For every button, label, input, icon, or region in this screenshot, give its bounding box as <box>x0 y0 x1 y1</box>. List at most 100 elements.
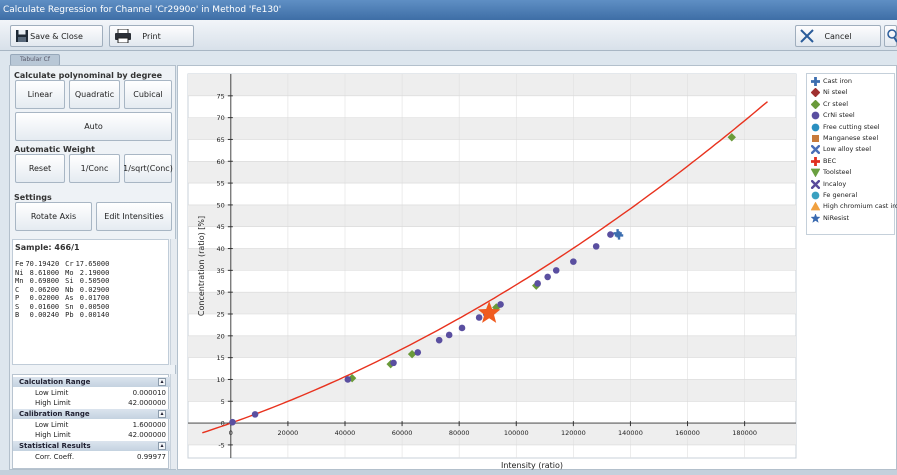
data-point <box>435 336 443 344</box>
calc-low-row[interactable]: Low Limit 0.000010 <box>13 388 170 398</box>
sample-element: As <box>65 294 74 302</box>
legend-marker <box>811 111 820 120</box>
save-close-button[interactable]: Save & Close <box>10 25 103 47</box>
calc-range-header[interactable]: Calculation Range ▴ <box>13 377 170 387</box>
y-tick-label: 40 <box>217 245 225 253</box>
cubical-button[interactable]: Cubical <box>124 80 172 109</box>
data-point <box>592 243 600 250</box>
grid-band <box>188 248 796 271</box>
legend-marker-icon <box>811 213 820 223</box>
grid-band <box>188 423 796 445</box>
quadratic-button[interactable]: Quadratic <box>69 80 120 109</box>
sample-value: 0.00140 <box>79 311 110 319</box>
grid-band <box>188 117 796 140</box>
collapse-icon[interactable]: ▴ <box>158 378 166 386</box>
legend-marker-icon <box>811 179 820 189</box>
data-point <box>414 349 422 356</box>
sample-value: 2.19000 <box>79 268 110 277</box>
legend-marker <box>811 202 820 211</box>
grid-band <box>188 204 796 227</box>
legend-marker-icon <box>811 156 820 166</box>
legend-marker <box>811 213 820 223</box>
rotate-axis-button[interactable]: Rotate Axis <box>15 202 92 231</box>
legend-marker <box>811 168 820 178</box>
calib-high-label: High Limit <box>35 431 71 439</box>
y-axis-label: Concentration (ratio) [%] <box>197 216 206 316</box>
sample-value: 0.00500 <box>79 302 110 311</box>
legend-marker-icon <box>811 111 820 120</box>
x-tick-label: 80000 <box>449 429 470 437</box>
regression-chart[interactable]: 0 20000 40000 60000 80000 100000 120000 140000 1… <box>178 66 897 471</box>
sample-value: 0.02000 <box>29 294 60 302</box>
regression-plot: 0 20000 40000 60000 80000 100000 120000 140000 1… <box>177 65 897 470</box>
calc-range-label: Calculation Range <box>19 378 91 386</box>
cancel-button[interactable]: Cancel <box>795 25 881 47</box>
print-button[interactable]: Print <box>109 25 194 47</box>
calib-range-header[interactable]: Calibration Range ▴ <box>13 409 170 419</box>
sample-scrollbar[interactable] <box>170 239 177 365</box>
one-conc-button[interactable]: 1/Conc <box>69 154 120 183</box>
calc-high-row[interactable]: High Limit 42.000000 <box>13 398 170 408</box>
data-point <box>390 359 397 367</box>
data-point <box>251 411 259 418</box>
y-tick-label: 60 <box>217 158 225 166</box>
x-tick-label: 20000 <box>278 429 299 437</box>
corr-coeff-row[interactable]: Corr. Coeff. 0.99977 <box>13 452 170 462</box>
calib-low-row[interactable]: Low Limit 1.600000 <box>13 420 170 430</box>
toolbar: Save & Close Print Cancel <box>0 20 897 51</box>
sample-value: 0.01600 <box>29 302 60 311</box>
y-tick-label: 25 <box>217 311 225 319</box>
y-tick-label: 70 <box>217 114 225 122</box>
y-tick-label: 15 <box>217 354 225 362</box>
sample-value: 0.02900 <box>79 285 110 294</box>
window-title: Calculate Regression for Channel 'Cr2990… <box>0 0 897 20</box>
grid-band <box>188 74 796 96</box>
sample-row: S 0.01600 Sn 0.00500 <box>15 303 115 312</box>
sample-element: S <box>15 302 20 311</box>
calib-high-value[interactable]: 42.000000 <box>128 431 166 439</box>
sample-title: Sample: 466/1 <box>15 243 80 252</box>
grid-band <box>188 292 796 314</box>
reset-button[interactable]: Reset <box>15 154 65 183</box>
x-tick-label: 180000 <box>732 429 757 437</box>
collapse-icon[interactable]: ▴ <box>158 442 166 450</box>
calib-high-row[interactable]: High Limit 42.000000 <box>13 430 170 440</box>
y-tick-label: 35 <box>217 267 225 275</box>
zoom-button[interactable] <box>884 25 897 47</box>
magnifier-icon <box>887 29 897 43</box>
calc-low-value[interactable]: 0.000010 <box>132 389 166 397</box>
sample-element: Sn <box>65 302 74 311</box>
floppy-disk-icon <box>16 30 28 42</box>
collapse-icon[interactable]: ▴ <box>158 410 166 418</box>
data-point <box>458 324 466 332</box>
data-point <box>607 231 614 238</box>
data-point <box>445 331 453 339</box>
stat-results-label: Statistical Results <box>19 442 91 450</box>
y-tick-label: 65 <box>217 136 225 144</box>
data-point <box>344 376 352 383</box>
sample-value: 17.65000 <box>75 260 110 268</box>
calc-high-label: High Limit <box>35 399 71 407</box>
data-point <box>534 280 541 287</box>
sample-value: 0.06200 <box>29 285 60 294</box>
x-tick-label: 40000 <box>335 429 356 437</box>
calc-high-value[interactable]: 42.000000 <box>128 399 166 407</box>
legend-marker <box>811 179 820 189</box>
legend-marker-icon <box>811 191 820 200</box>
legend-marker-icon <box>811 168 820 178</box>
auto-button[interactable]: Auto <box>15 112 172 141</box>
calib-range-label: Calibration Range <box>19 410 90 418</box>
property-scrollbar[interactable] <box>170 374 177 469</box>
stat-results-header[interactable]: Statistical Results ▴ <box>13 441 170 451</box>
legend-label: NiResist <box>823 213 850 222</box>
sample-row: Fe 70.19420 Cr 17.65000 <box>15 260 115 269</box>
calib-low-value[interactable]: 1.600000 <box>132 421 166 429</box>
edit-intensities-button[interactable]: Edit Intensities <box>96 202 172 231</box>
linear-button[interactable]: Linear <box>15 80 65 109</box>
grid-band <box>188 379 796 402</box>
legend-label: Manganese steel <box>823 134 879 142</box>
one-sqrt-conc-button[interactable]: 1/sqrt(Conc) <box>123 154 173 183</box>
data-point <box>552 267 560 274</box>
data-point <box>614 231 624 240</box>
x-tick-label: 0 <box>229 429 233 437</box>
